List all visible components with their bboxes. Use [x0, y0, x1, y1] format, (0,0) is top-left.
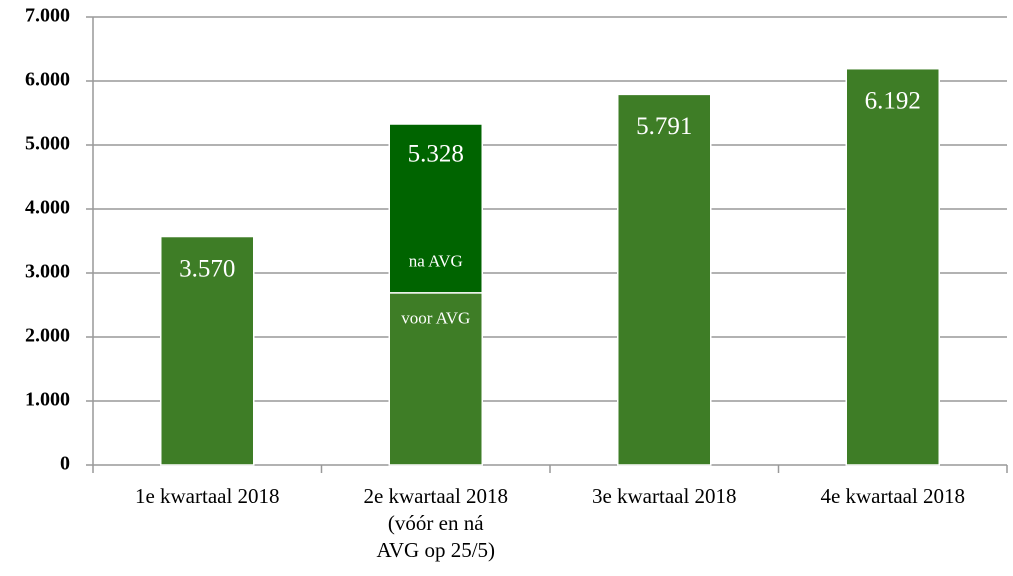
x-tick-label: 3e kwartaal 2018: [591, 484, 737, 508]
total-label: 5.328: [408, 141, 464, 168]
total-label: 3.570: [179, 255, 235, 282]
x-tick-label: 1e kwartaal 2018: [134, 484, 280, 508]
x-tick-label: 2e kwartaal 2018 (vóór en ná AVG op 25/5…: [363, 484, 509, 562]
y-tick-label: 6.000: [25, 69, 70, 91]
y-tick-label: 7.000: [25, 5, 70, 27]
bar-segment: [388, 292, 483, 466]
y-tick-label: 0: [60, 453, 70, 475]
bar-segment: [617, 93, 712, 466]
y-tick-label: 3.000: [25, 261, 70, 283]
total-label: 5.791: [636, 113, 692, 140]
bar-segment: [160, 235, 255, 466]
y-tick-label: 1.000: [25, 389, 70, 411]
y-tick-label: 2.000: [25, 325, 70, 347]
total-label: 6.192: [865, 87, 921, 114]
bar-segment: [388, 123, 483, 294]
bar-segment: [845, 67, 940, 466]
x-tick-label: 4e kwartaal 2018: [820, 484, 966, 508]
y-tick-label: 4.000: [25, 197, 70, 219]
y-tick-label: 5.000: [25, 133, 70, 155]
segment-label: voor AVG: [401, 309, 470, 328]
segment-label: na AVG: [409, 252, 463, 271]
